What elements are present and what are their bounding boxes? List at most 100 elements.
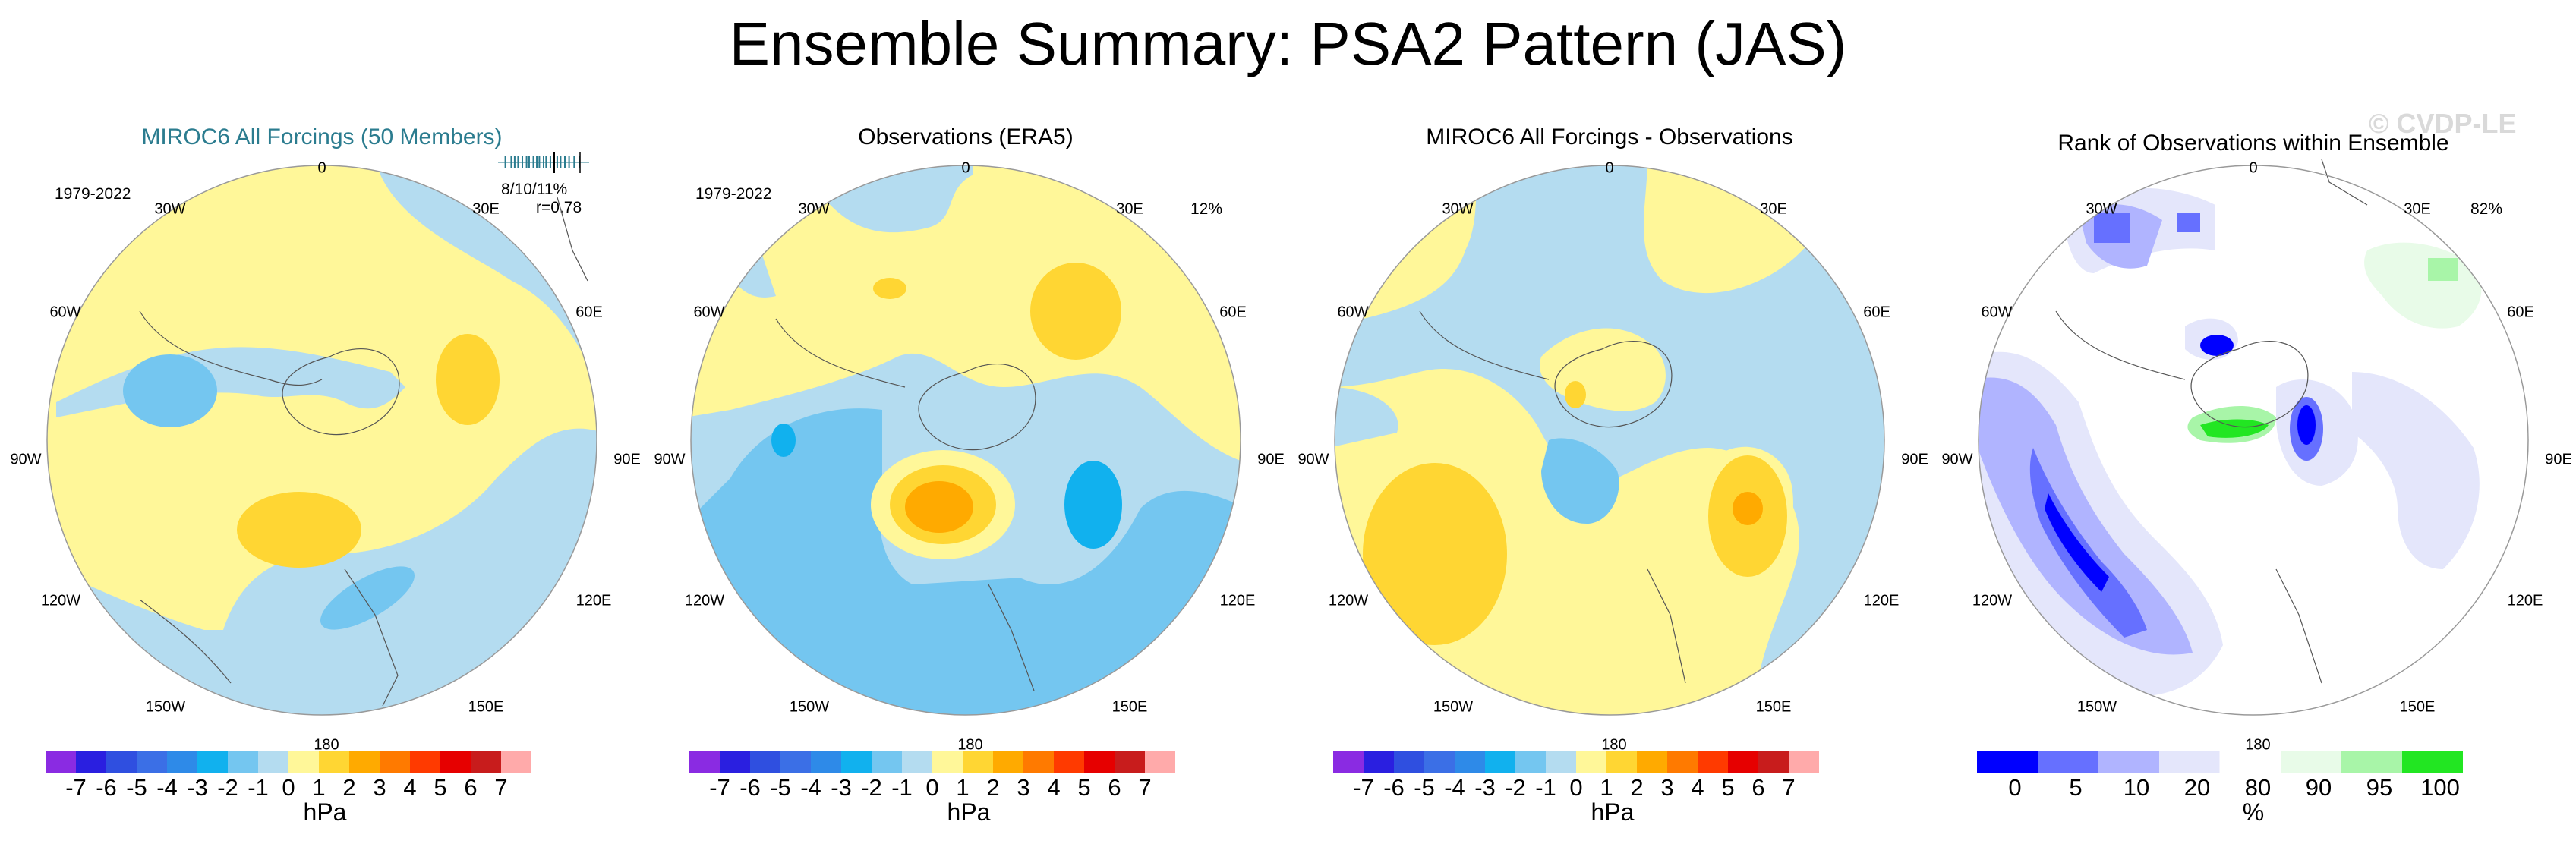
- colorbar-unit: %: [2242, 798, 2265, 826]
- lon-label-90w: 90W: [654, 451, 686, 468]
- colorbar-tick-label: -6: [1383, 774, 1405, 797]
- lon-label-60e: 60E: [1863, 304, 1890, 321]
- lon-label-120w: 120W: [684, 592, 725, 609]
- colorbar-tick-label: 3: [1017, 774, 1029, 797]
- colorbar-box: [380, 751, 410, 773]
- colorbar-box: [440, 751, 471, 773]
- colorbar-hpa: -7 -6 -5 -4 -3 -2 -1 0 1 2 3 4 5 6 7: [689, 751, 1175, 797]
- rank-pct: 82%: [2470, 200, 2503, 218]
- colorbar-box: [1606, 751, 1637, 773]
- colorbar-unit: hPa: [1591, 798, 1635, 826]
- colorbar-tick-label: 100: [2420, 774, 2460, 797]
- coastlines: [775, 318, 1036, 691]
- colorbar-tick-label: 2: [986, 774, 999, 797]
- figure-title: Ensemble Summary: PSA2 Pattern (JAS): [729, 10, 1847, 77]
- colorbar-tick-label: -7: [65, 774, 87, 797]
- colorbar-tick-label: 1: [1600, 774, 1613, 797]
- colorbar-box: [1333, 751, 1364, 773]
- lon-label-60e: 60E: [575, 304, 603, 321]
- lon-label-150e: 150E: [2399, 698, 2436, 716]
- panel-observations: Observations (ERA5) 1979-2022 12% 0 30W: [644, 114, 1288, 847]
- watermark: © CVDP-LE: [2369, 108, 2517, 139]
- panel-rank: Rank of Observations within Ensemble 82%: [1931, 114, 2575, 847]
- colorbar-box: [2341, 751, 2402, 773]
- colorbar-rank: 0 5 10 20 80 90 95 100: [1977, 751, 2463, 797]
- ensemble-spread-ticks: [498, 152, 589, 173]
- colorbar-box: [46, 751, 76, 773]
- colorbar-tick-label: 90: [2306, 774, 2332, 797]
- lon-label-0: 0: [1605, 159, 1614, 177]
- high-center-east: [436, 334, 500, 425]
- colorbar-box: [197, 751, 228, 773]
- colorbar-tick-label: 4: [1691, 774, 1704, 797]
- colorbar-box: [2098, 751, 2159, 773]
- colorbar-tick-label: 0: [1569, 774, 1582, 797]
- panel-title: Rank of Observations within Ensemble: [2057, 131, 2449, 156]
- colorbar-box: [1758, 751, 1789, 773]
- colorbar-tick-label: -4: [800, 774, 821, 797]
- lon-label-180: 180: [2245, 736, 2271, 754]
- lon-label-60w: 60W: [1337, 304, 1369, 321]
- colorbar-box: [76, 751, 106, 773]
- lon-label-120e: 120E: [2507, 592, 2543, 609]
- pattern-stats: 8/10/11%: [501, 181, 568, 198]
- colorbar-box: [1084, 751, 1115, 773]
- lon-label-180: 180: [957, 736, 983, 754]
- colorbar-box: [1789, 751, 1819, 773]
- colorbar-tick-label: 6: [464, 774, 477, 797]
- colorbar-tick-label: 2: [1630, 774, 1643, 797]
- lon-label-60w: 60W: [1981, 304, 2013, 321]
- lon-label-30w: 30W: [798, 200, 830, 218]
- colorbar-box: [1145, 751, 1175, 773]
- colorbar-box: [1054, 751, 1084, 773]
- lon-label-0: 0: [961, 159, 970, 177]
- lon-label-30w: 30W: [154, 200, 186, 218]
- colorbar-tick-label: -2: [861, 774, 882, 797]
- lon-label-120w: 120W: [1328, 592, 1369, 609]
- colorbar-box: [963, 751, 993, 773]
- colorbar-tick-label: 0: [282, 774, 295, 797]
- colorbar-unit: hPa: [303, 798, 347, 826]
- colorbar-unit: hPa: [947, 798, 991, 826]
- colorbar-tick-label: -4: [156, 774, 178, 797]
- colorbar-box: [258, 751, 288, 773]
- colorbar-tick-label: -3: [1474, 774, 1496, 797]
- panel-title: MIROC6 All Forcings - Observations: [1426, 124, 1793, 150]
- panel-difference: MIROC6 All Forcings - Observations 0 30W…: [1288, 114, 1931, 847]
- colorbar-tick-label: 4: [1047, 774, 1060, 797]
- lon-label-180: 180: [1601, 736, 1627, 754]
- colorbar-tick-label: 6: [1108, 774, 1121, 797]
- colorbar-box: [1546, 751, 1576, 773]
- colorbar-box: [1364, 751, 1394, 773]
- colorbar-box: [1485, 751, 1515, 773]
- colorbar-tick-label: -3: [831, 774, 852, 797]
- lon-label-120e: 120E: [1863, 592, 1900, 609]
- colorbar-box: [1515, 751, 1546, 773]
- lon-label-30e: 30E: [1760, 200, 1787, 218]
- colorbar-tick-label: -1: [891, 774, 913, 797]
- lon-label-30w: 30W: [1442, 200, 1474, 218]
- panel-title: Observations (ERA5): [858, 124, 1074, 150]
- colorbar-tick-label: 7: [1782, 774, 1795, 797]
- colorbar-tick-label: 4: [403, 774, 416, 797]
- lon-label-150w: 150W: [1433, 698, 1474, 716]
- colorbar-box: [319, 751, 349, 773]
- colorbar-tick-label: 5: [434, 774, 446, 797]
- colorbar-tick-label: -2: [217, 774, 238, 797]
- lon-label-150e: 150E: [468, 698, 504, 716]
- colorbar-box: [2219, 751, 2281, 773]
- colorbar-box: [349, 751, 380, 773]
- lon-label-150e: 150E: [1755, 698, 1792, 716]
- colorbar-tick-label: 7: [494, 774, 507, 797]
- colorbar-box: [750, 751, 780, 773]
- lon-label-30w: 30W: [2086, 200, 2117, 218]
- colorbar-box: [993, 751, 1023, 773]
- colorbar-tick-label: -2: [1505, 774, 1526, 797]
- colorbar-box: [841, 751, 872, 773]
- colorbar-box: [1698, 751, 1728, 773]
- colorbar-tick-label: -4: [1444, 774, 1465, 797]
- lon-label-150w: 150W: [2076, 698, 2117, 716]
- colorbar-box: [689, 751, 720, 773]
- lon-label-180: 180: [314, 736, 339, 754]
- colorbar-tick-label: 20: [2184, 774, 2210, 797]
